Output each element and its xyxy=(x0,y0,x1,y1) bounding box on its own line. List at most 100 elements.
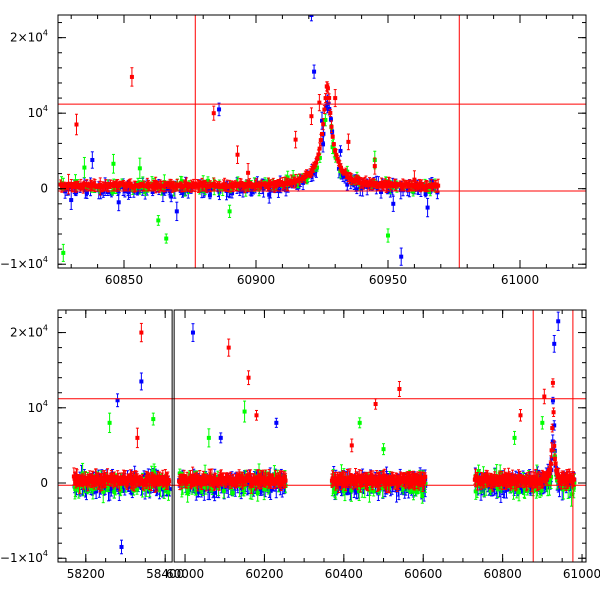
panel1-red-marker xyxy=(327,96,331,100)
panel1-ytick-label-base: 2×10 xyxy=(10,31,43,45)
panel1-red-marker xyxy=(324,96,328,100)
panel1-blue-marker xyxy=(169,195,173,199)
panel1-red-marker xyxy=(332,142,336,146)
panel1-ytick-label-base: −1×10 xyxy=(0,257,43,271)
panel1-red-marker xyxy=(333,96,337,100)
panel1-red-marker xyxy=(318,147,322,151)
panel1-red-marker xyxy=(294,138,298,142)
panel1-ytick-label-base: 10 xyxy=(28,106,43,120)
panel1-red-point-614 xyxy=(294,131,298,148)
panel1-red-marker xyxy=(331,135,335,139)
panel1-blue-point-626 xyxy=(175,202,179,220)
panel1-red-marker xyxy=(309,114,313,118)
panel1-red-marker xyxy=(74,123,78,127)
panel1-blue-point-636 xyxy=(426,198,430,216)
panel1-blue-marker xyxy=(69,198,73,202)
panel1-red-marker xyxy=(154,180,158,184)
panel1-blue-point-630 xyxy=(312,65,316,78)
panel1-green-marker xyxy=(61,251,65,255)
panel1-green-point-644 xyxy=(228,205,232,217)
panel1-red-marker xyxy=(346,140,350,144)
panel1-blue-point-634 xyxy=(391,196,395,211)
panel1-green-marker xyxy=(138,166,142,170)
panel1-plot-area xyxy=(59,9,441,265)
panel1-series-blue xyxy=(62,9,439,265)
panel1-red-point-619 xyxy=(346,134,350,150)
panel1-red-marker xyxy=(246,171,250,175)
panel1-blue-point-623 xyxy=(69,191,73,210)
panel1-blue-marker xyxy=(267,193,271,197)
panel1-red-point-612 xyxy=(236,146,240,163)
panel1-blue-marker xyxy=(426,206,430,210)
panel1-xtick-label: 60900 xyxy=(237,273,275,287)
panel1-green-marker xyxy=(164,237,168,241)
panel1-blue-marker xyxy=(175,209,179,213)
panel1-red-marker xyxy=(320,132,324,136)
panel1-green-point-640 xyxy=(138,158,142,178)
panel1-red-point-616 xyxy=(317,94,321,110)
panel1-red-marker xyxy=(322,108,326,112)
panel1-green-marker xyxy=(82,166,86,170)
panel1-ytick-label-base: 0 xyxy=(40,182,48,196)
panel1-blue-point-624 xyxy=(90,152,94,168)
panel2-series-blue xyxy=(73,312,577,554)
panel1-blue-point-635 xyxy=(399,248,403,265)
panel1-red-marker xyxy=(412,178,416,182)
panel1-blue-point-435 xyxy=(330,129,334,134)
panel1-red-marker xyxy=(130,75,134,79)
panel1-red-marker xyxy=(212,111,216,115)
panel1-blue-marker xyxy=(391,202,395,206)
panel1-red-point-438 xyxy=(332,142,336,146)
panel1-green-point-637 xyxy=(61,244,65,261)
panel1-blue-marker xyxy=(217,107,221,111)
panel1-xtick-label: 61000 xyxy=(501,273,539,287)
panel1-blue-marker xyxy=(117,200,121,204)
panel1-green-point-639 xyxy=(111,154,115,173)
panel1-green-marker xyxy=(228,209,232,213)
panel1-red-point-418 xyxy=(320,132,324,136)
panel1-blue-marker xyxy=(399,255,403,259)
panel1-red-marker xyxy=(67,182,71,186)
panel1-ytick-label-exp: 4 xyxy=(43,29,48,38)
panel1-red-marker xyxy=(319,138,323,142)
panel1-ytick-label-exp: 4 xyxy=(43,255,48,264)
panel1-red-marker xyxy=(325,85,329,89)
panel1-red-marker xyxy=(321,122,325,126)
panel1-red-point-607 xyxy=(74,114,78,135)
panel1-blue-point-632 xyxy=(338,146,342,156)
panel1-green-point-638 xyxy=(82,157,86,177)
panel1-green-marker xyxy=(156,218,160,222)
panel1-blue-marker xyxy=(338,149,342,153)
panel1-blue-point-625 xyxy=(117,194,121,211)
panel1-blue-marker xyxy=(330,130,334,134)
panel1-ytick-label: 2×104 xyxy=(10,29,48,45)
panel1-green-point-641 xyxy=(156,216,160,226)
panel1-red-marker xyxy=(436,184,440,188)
panel1-red-point-615 xyxy=(309,108,313,125)
panel1-green-point-642 xyxy=(164,234,168,243)
panel1-red-marker xyxy=(314,161,318,165)
panel1-series-red xyxy=(59,68,441,195)
panel1-blue-marker xyxy=(312,70,316,74)
panel1-xtick-label: 60850 xyxy=(105,273,143,287)
panel1-red-marker xyxy=(236,153,240,157)
panel1-xtick-label: 60950 xyxy=(369,273,407,287)
panel1-ytick-label: −1×104 xyxy=(0,255,48,271)
panel1-blue-point-627 xyxy=(217,103,221,116)
panel1-green-marker xyxy=(111,162,115,166)
panel1-blue-marker xyxy=(208,194,212,198)
panel1-ytick-label: 0 xyxy=(40,182,48,196)
panel2-plot-area xyxy=(72,312,576,554)
panel1-red-marker xyxy=(328,111,332,115)
panel1-red-point-609 xyxy=(130,68,134,86)
panel1-blue-marker xyxy=(90,158,94,162)
panel1-red-point-436 xyxy=(331,135,335,139)
panel1-green-marker xyxy=(386,234,390,238)
panel1-red-point-622 xyxy=(436,179,440,192)
panel1-red-point-611 xyxy=(212,106,216,120)
panel1-red-marker xyxy=(330,125,334,129)
